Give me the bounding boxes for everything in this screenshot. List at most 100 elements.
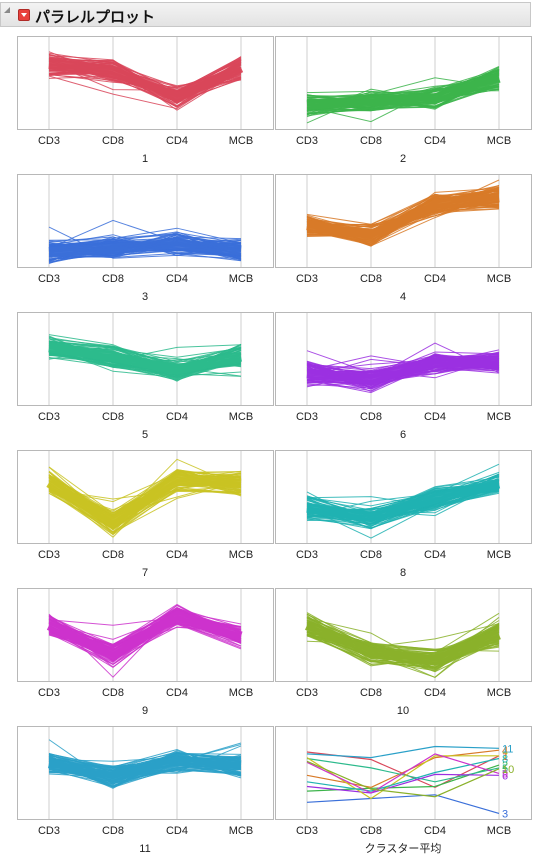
axis-tick-label: CD3 [296, 687, 318, 699]
axis-tick-label: MCB [229, 549, 253, 561]
profile-line [48, 341, 242, 358]
axis-tick-label: CD8 [360, 411, 382, 423]
series-label: 9 [502, 768, 508, 780]
series-label: 2 [502, 760, 508, 772]
axis-tick-label: CD4 [424, 411, 446, 423]
axis-tick-label: CD3 [296, 273, 318, 285]
axis-tick-label: CD8 [360, 135, 382, 147]
axis-tick-label: CD4 [166, 273, 188, 285]
chart-caption: 3 [142, 291, 148, 303]
axis-tick-label: CD4 [166, 687, 188, 699]
axis-tick-label: MCB [487, 135, 511, 147]
axis-tick-label: CD8 [102, 549, 124, 561]
axis-tick-label: MCB [487, 411, 511, 423]
chart-caption: 11 [139, 843, 150, 855]
axis-tick-label: CD4 [166, 411, 188, 423]
axis-tick-label: CD3 [38, 549, 60, 561]
series-label: 11 [502, 743, 513, 755]
profile-lines [306, 463, 501, 539]
profile-line [48, 346, 242, 378]
profile-core [306, 73, 501, 110]
profile-lines [48, 334, 243, 382]
chart-caption: クラスター平均 [365, 842, 442, 855]
chart-caption: 4 [400, 291, 406, 303]
axis-tick-label: MCB [229, 411, 253, 423]
chart-10: CD3 CD8 CD4 MCB 10 [275, 588, 532, 717]
cluster-mean-line [306, 753, 500, 794]
chart-caption: 5 [142, 429, 148, 441]
cluster-mean-line [306, 760, 500, 798]
series-label: 8 [502, 754, 508, 766]
axis-tick-label: MCB [229, 825, 253, 837]
profile-lines [306, 745, 500, 814]
axis-tick-label: CD4 [424, 687, 446, 699]
chart-6: CD3 CD8 CD4 MCB 6 [275, 312, 532, 441]
chart-8: CD3 CD8 CD4 MCB 8 [275, 450, 532, 579]
series-label: 6 [502, 770, 508, 782]
profile-line [48, 67, 242, 110]
profile-lines [306, 179, 500, 247]
profile-line [306, 631, 500, 670]
axis-tick-label: MCB [229, 135, 253, 147]
chart-5: CD3 CD8 CD4 MCB 5 [17, 312, 274, 441]
chart-1: CD3 CD8 CD4 MCB 1 [17, 36, 274, 165]
profile-core [306, 357, 499, 384]
profile-lines [306, 65, 501, 124]
profile-core [48, 58, 244, 103]
axis-tick-label: MCB [229, 687, 253, 699]
chart-caption: 10 [397, 705, 409, 717]
profile-lines [46, 603, 243, 678]
profile-line [48, 481, 242, 534]
series-label: 1 [502, 751, 508, 763]
series-label: 10 [502, 764, 514, 776]
chart-caption: 6 [400, 429, 406, 441]
axis-tick-label: CD4 [424, 825, 446, 837]
axis-tick-label: CD3 [38, 411, 60, 423]
cluster-mean-line [306, 757, 500, 792]
chart-2: CD3 CD8 CD4 MCB 2 [275, 36, 532, 165]
profile-lines [47, 739, 242, 789]
profile-core [47, 756, 242, 783]
axis-tick-label: CD3 [38, 135, 60, 147]
profile-core [48, 238, 242, 258]
profile-lines [48, 219, 242, 264]
chart-4: CD3 CD8 CD4 MCB 4 [275, 174, 532, 303]
chart-9: CD3 CD8 CD4 MCB 9 [17, 588, 274, 717]
axis-tick-label: CD4 [424, 135, 446, 147]
axis-tick-label: CD8 [102, 825, 124, 837]
chart-3: CD3 CD8 CD4 MCB 3 [17, 174, 274, 303]
profile-lines [306, 342, 500, 394]
cluster-mean-line [306, 745, 500, 759]
cluster-mean-line [306, 773, 500, 794]
outline-header: パラレルプロット [0, 2, 531, 27]
red-triangle-menu-icon[interactable] [18, 9, 30, 21]
axis-tick-label: CD4 [424, 273, 446, 285]
axis-tick-label: CD3 [38, 687, 60, 699]
chart-caption: 8 [400, 567, 406, 579]
series-label: 5 [502, 763, 508, 775]
axis-tick-label: CD4 [166, 135, 188, 147]
axis-tick-label: CD8 [360, 687, 382, 699]
axis-tick-label: MCB [229, 273, 253, 285]
chart-caption: 7 [142, 567, 148, 579]
axis-tick-label: CD8 [102, 273, 124, 285]
chart-caption: 1 [142, 153, 148, 165]
axis-tick-label: CD3 [296, 825, 318, 837]
axis-tick-label: CD8 [360, 273, 382, 285]
profile-core [48, 342, 243, 375]
axis-tick-label: CD8 [360, 549, 382, 561]
outline-title: パラレルプロット [35, 9, 156, 26]
series-label: 4 [502, 745, 508, 757]
series-label: 7 [502, 751, 508, 763]
axis-tick-label: CD8 [102, 411, 124, 423]
axis-tick-label: CD3 [296, 135, 318, 147]
chart-caption: 9 [142, 705, 148, 717]
collapse-corner-icon[interactable] [4, 7, 10, 13]
axis-tick-label: CD8 [360, 825, 382, 837]
axis-tick-label: CD3 [38, 273, 60, 285]
axis-tick-label: CD4 [424, 549, 446, 561]
cluster-mean-line [306, 749, 500, 789]
profile-lines [305, 612, 501, 678]
